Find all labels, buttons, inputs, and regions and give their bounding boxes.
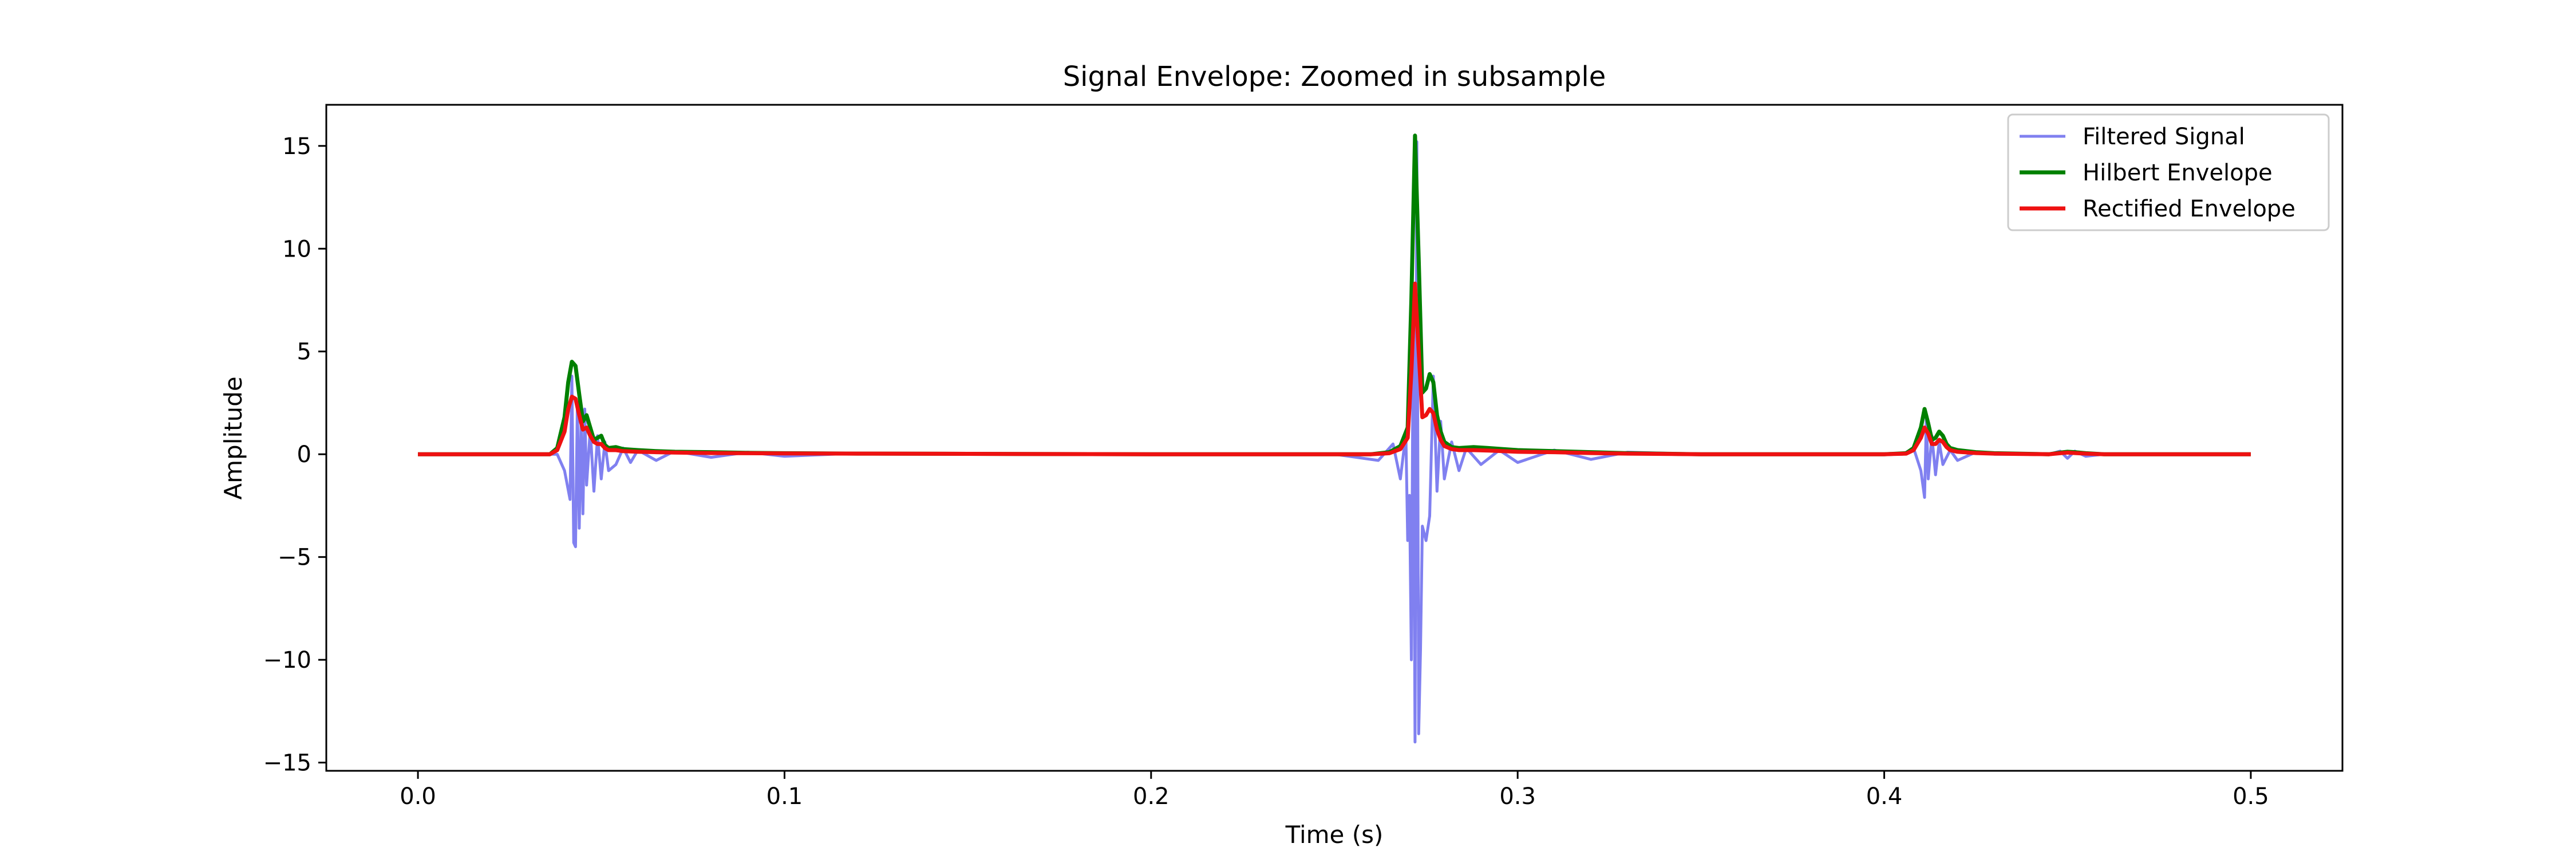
x-tick-label: 0.1 [767,783,803,810]
y-tick-label: 10 [282,236,311,262]
y-tick-label: −15 [263,750,311,777]
series-line-2 [418,133,2251,456]
chart-title: Signal Envelope: Zoomed in subsample [1063,61,1606,93]
y-tick-label: −5 [278,545,311,571]
x-tick-label: 0.5 [2233,783,2269,810]
x-tick-label: 0.3 [1499,783,1536,810]
legend: Filtered Signal Hilbert Envelope Rectified… [2007,113,2330,231]
legend-label-2: Hilbert Envelope [2083,160,2273,186]
legend-label-1: Filtered Signal [2083,124,2245,150]
x-tick-label: 0.4 [1866,783,1903,810]
series-line-3 [418,281,2251,456]
legend-label-3: Rectified Envelope [2083,196,2296,222]
x-tick-label: 0.2 [1133,783,1170,810]
axes-frame [325,104,2344,772]
legend-box [2007,113,2330,231]
y-axis-label: Amplitude [219,376,247,499]
series-group [418,133,2251,744]
y-tick-label: 15 [282,133,311,160]
y-tick-label: −10 [263,647,311,673]
plot-area [418,133,2251,744]
x-tick-label: 0.0 [400,783,436,810]
y-tick-label: 5 [297,339,311,365]
x-axis-label: Time (s) [1285,821,1384,849]
axes: 0.0 0.1 0.2 0.3 0.4 0.5 −15 −10 −5 0 5 10 15 [263,104,2344,810]
y-tick-label: 0 [297,442,311,468]
